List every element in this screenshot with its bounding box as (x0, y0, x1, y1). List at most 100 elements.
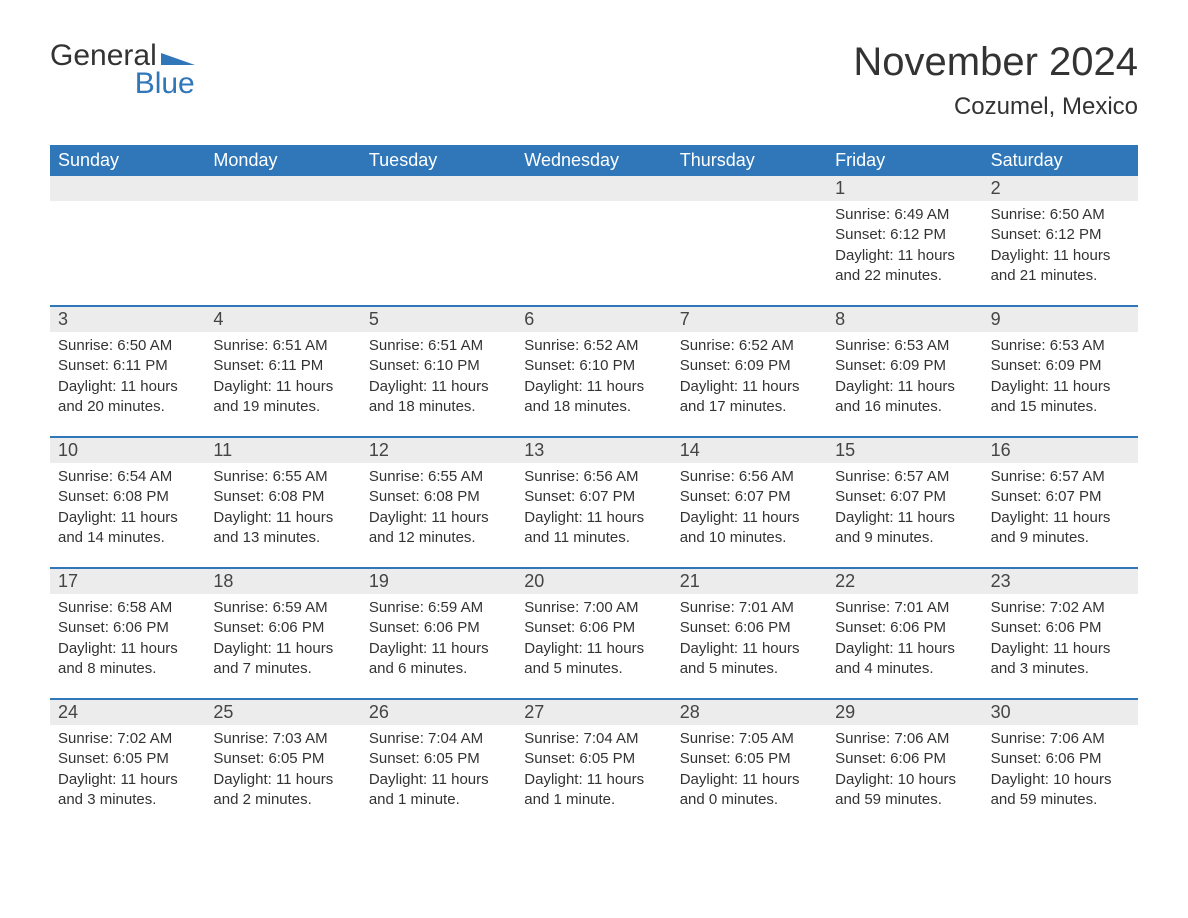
day-sunset: Sunset: 6:06 PM (58, 618, 197, 638)
day-number: 3 (50, 307, 205, 332)
day-cell (361, 201, 516, 305)
day-daylight2: and 1 minute. (524, 790, 663, 810)
day-number: 25 (205, 700, 360, 725)
day-sunset: Sunset: 6:06 PM (213, 618, 352, 638)
calendar-week: 3456789Sunrise: 6:50 AMSunset: 6:11 PMDa… (50, 305, 1138, 436)
day-number: 11 (205, 438, 360, 463)
day-daylight2: and 4 minutes. (835, 659, 974, 679)
day-sunrise: Sunrise: 7:04 AM (524, 729, 663, 749)
day-cell: Sunrise: 6:57 AMSunset: 6:07 PMDaylight:… (983, 463, 1138, 567)
day-cell: Sunrise: 7:04 AMSunset: 6:05 PMDaylight:… (361, 725, 516, 829)
day-sunrise: Sunrise: 6:49 AM (835, 205, 974, 225)
day-daylight1: Daylight: 11 hours (680, 377, 819, 397)
day-cell: Sunrise: 6:55 AMSunset: 6:08 PMDaylight:… (361, 463, 516, 567)
day-cell: Sunrise: 7:06 AMSunset: 6:06 PMDaylight:… (983, 725, 1138, 829)
day-sunset: Sunset: 6:08 PM (369, 487, 508, 507)
day-sunset: Sunset: 6:09 PM (680, 356, 819, 376)
day-daylight2: and 12 minutes. (369, 528, 508, 548)
day-sunrise: Sunrise: 6:58 AM (58, 598, 197, 618)
day-sunrise: Sunrise: 6:56 AM (680, 467, 819, 487)
day-cell (672, 201, 827, 305)
daynum-row: 3456789 (50, 307, 1138, 332)
day-sunset: Sunset: 6:10 PM (524, 356, 663, 376)
day-daylight1: Daylight: 11 hours (524, 508, 663, 528)
day-daylight2: and 15 minutes. (991, 397, 1130, 417)
day-cell: Sunrise: 6:51 AMSunset: 6:10 PMDaylight:… (361, 332, 516, 436)
day-daylight1: Daylight: 11 hours (369, 639, 508, 659)
day-daylight2: and 59 minutes. (991, 790, 1130, 810)
day-sunset: Sunset: 6:07 PM (835, 487, 974, 507)
day-sunset: Sunset: 6:06 PM (835, 749, 974, 769)
calendar-week: 17181920212223Sunrise: 6:58 AMSunset: 6:… (50, 567, 1138, 698)
day-daylight2: and 11 minutes. (524, 528, 663, 548)
day-sunset: Sunset: 6:05 PM (369, 749, 508, 769)
weekday-header: Wednesday (516, 145, 671, 176)
day-number: 5 (361, 307, 516, 332)
weekday-header: Tuesday (361, 145, 516, 176)
brand-line2: Blue (50, 68, 195, 100)
daycontent-row: Sunrise: 6:49 AMSunset: 6:12 PMDaylight:… (50, 201, 1138, 305)
day-number: 26 (361, 700, 516, 725)
day-sunset: Sunset: 6:06 PM (835, 618, 974, 638)
day-cell: Sunrise: 6:56 AMSunset: 6:07 PMDaylight:… (672, 463, 827, 567)
day-sunrise: Sunrise: 6:57 AM (835, 467, 974, 487)
day-daylight2: and 20 minutes. (58, 397, 197, 417)
day-number: 6 (516, 307, 671, 332)
day-daylight1: Daylight: 11 hours (835, 377, 974, 397)
day-daylight2: and 3 minutes. (991, 659, 1130, 679)
day-daylight1: Daylight: 11 hours (58, 639, 197, 659)
day-cell (516, 201, 671, 305)
day-daylight1: Daylight: 11 hours (58, 377, 197, 397)
day-daylight1: Daylight: 11 hours (213, 639, 352, 659)
day-daylight1: Daylight: 11 hours (991, 377, 1130, 397)
day-sunrise: Sunrise: 6:53 AM (991, 336, 1130, 356)
day-daylight2: and 5 minutes. (524, 659, 663, 679)
day-number: 7 (672, 307, 827, 332)
day-sunset: Sunset: 6:07 PM (524, 487, 663, 507)
day-daylight2: and 10 minutes. (680, 528, 819, 548)
day-number: 2 (983, 176, 1138, 201)
day-cell: Sunrise: 7:01 AMSunset: 6:06 PMDaylight:… (672, 594, 827, 698)
day-number: 23 (983, 569, 1138, 594)
day-sunrise: Sunrise: 6:51 AM (369, 336, 508, 356)
location-label: Cozumel, Mexico (853, 93, 1138, 121)
day-daylight1: Daylight: 11 hours (680, 770, 819, 790)
day-daylight1: Daylight: 11 hours (991, 246, 1130, 266)
day-number (50, 176, 205, 201)
day-daylight1: Daylight: 11 hours (524, 639, 663, 659)
daycontent-row: Sunrise: 6:58 AMSunset: 6:06 PMDaylight:… (50, 594, 1138, 698)
brand-logo: General Blue (50, 40, 195, 99)
day-daylight1: Daylight: 11 hours (991, 508, 1130, 528)
day-number: 29 (827, 700, 982, 725)
day-daylight1: Daylight: 11 hours (835, 508, 974, 528)
day-daylight2: and 1 minute. (369, 790, 508, 810)
day-cell: Sunrise: 7:00 AMSunset: 6:06 PMDaylight:… (516, 594, 671, 698)
day-daylight2: and 2 minutes. (213, 790, 352, 810)
day-number: 1 (827, 176, 982, 201)
day-daylight2: and 3 minutes. (58, 790, 197, 810)
day-cell: Sunrise: 6:51 AMSunset: 6:11 PMDaylight:… (205, 332, 360, 436)
calendar-week: 12Sunrise: 6:49 AMSunset: 6:12 PMDayligh… (50, 176, 1138, 305)
day-sunset: Sunset: 6:06 PM (991, 749, 1130, 769)
day-number: 30 (983, 700, 1138, 725)
daynum-row: 17181920212223 (50, 569, 1138, 594)
day-daylight2: and 22 minutes. (835, 266, 974, 286)
day-daylight2: and 17 minutes. (680, 397, 819, 417)
day-number: 4 (205, 307, 360, 332)
daycontent-row: Sunrise: 7:02 AMSunset: 6:05 PMDaylight:… (50, 725, 1138, 829)
day-daylight1: Daylight: 11 hours (369, 770, 508, 790)
day-sunrise: Sunrise: 6:57 AM (991, 467, 1130, 487)
day-daylight2: and 59 minutes. (835, 790, 974, 810)
day-sunrise: Sunrise: 6:59 AM (369, 598, 508, 618)
header-block: General Blue November 2024 Cozumel, Mexi… (50, 40, 1138, 121)
day-daylight2: and 13 minutes. (213, 528, 352, 548)
day-sunrise: Sunrise: 6:55 AM (369, 467, 508, 487)
day-daylight2: and 9 minutes. (835, 528, 974, 548)
day-number: 17 (50, 569, 205, 594)
day-daylight1: Daylight: 11 hours (58, 508, 197, 528)
day-number: 14 (672, 438, 827, 463)
daynum-row: 10111213141516 (50, 438, 1138, 463)
day-daylight2: and 18 minutes. (524, 397, 663, 417)
day-sunrise: Sunrise: 7:01 AM (835, 598, 974, 618)
day-daylight1: Daylight: 11 hours (680, 639, 819, 659)
